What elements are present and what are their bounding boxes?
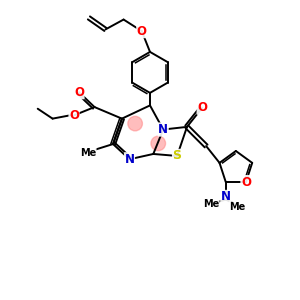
Text: S: S	[172, 149, 182, 162]
Text: O: O	[197, 101, 207, 114]
Text: N: N	[124, 153, 134, 166]
Text: O: O	[74, 86, 84, 99]
Text: Me: Me	[203, 199, 219, 208]
Circle shape	[151, 136, 166, 151]
Text: O: O	[69, 109, 79, 122]
Text: Me: Me	[80, 148, 96, 158]
Circle shape	[128, 116, 142, 131]
Text: N: N	[221, 190, 231, 203]
Text: O: O	[137, 25, 147, 38]
Text: O: O	[241, 176, 251, 189]
Text: N: N	[158, 123, 168, 136]
Text: Me: Me	[229, 202, 245, 212]
